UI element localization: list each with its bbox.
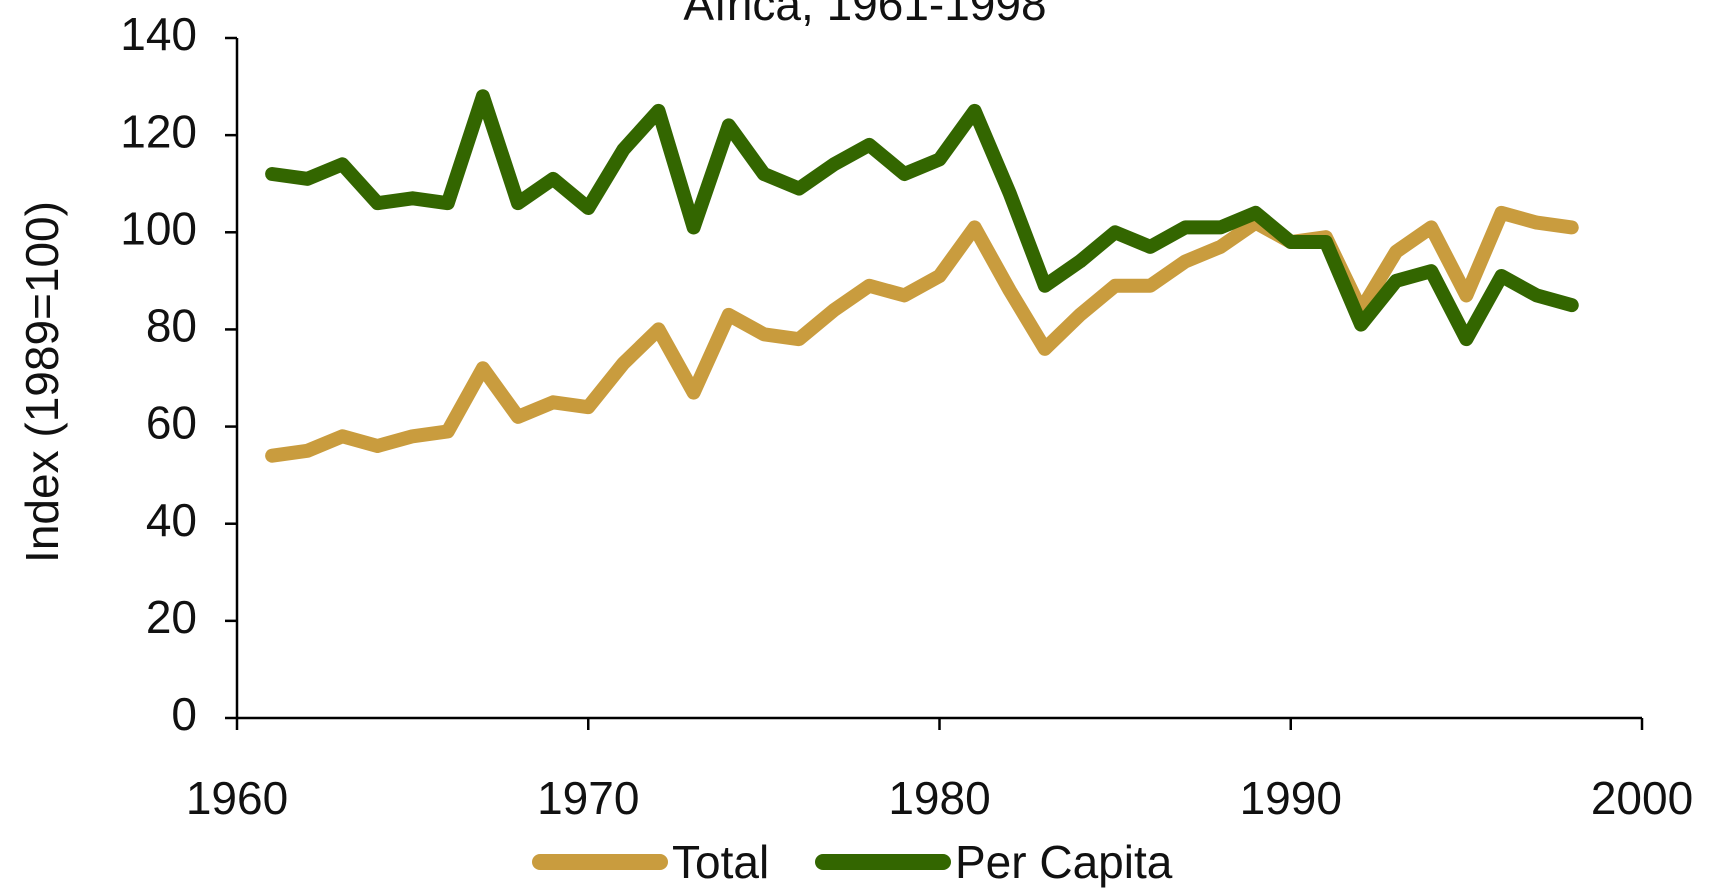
data-line [265,89,1579,347]
legend-label: Total [672,836,769,888]
y-tick-label: 60 [146,397,197,449]
x-tick-label: 1960 [186,772,288,824]
x-tick-label: 1970 [537,772,639,824]
y-axis-label: Index (1989=100) [16,201,68,563]
chart-title: Africa, 1961-1998 [683,0,1046,30]
y-tick-label: 20 [146,591,197,643]
y-tick-label: 80 [146,300,197,352]
y-tick-label: 100 [120,202,197,254]
y-tick-label: 0 [171,688,197,740]
data-line [265,205,1579,463]
y-tick-label: 140 [120,8,197,60]
x-tick-label: 1990 [1240,772,1342,824]
legend-label: Per Capita [955,836,1173,888]
y-tick-label: 40 [146,494,197,546]
y-tick-label: 120 [120,105,197,157]
x-tick-label: 1980 [888,772,990,824]
x-tick-label: 2000 [1591,772,1693,824]
